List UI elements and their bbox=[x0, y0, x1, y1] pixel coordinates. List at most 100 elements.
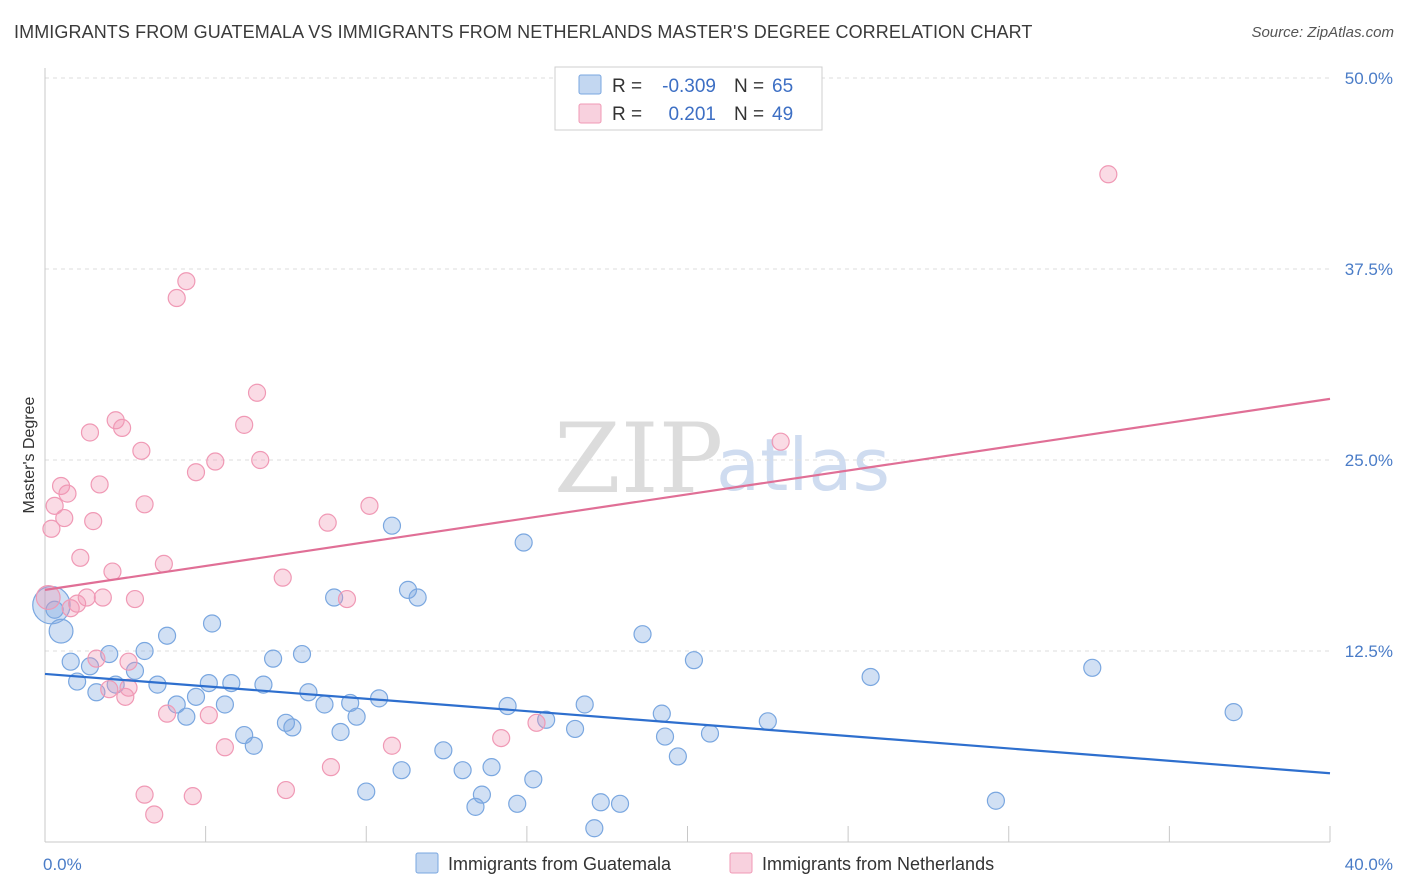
netherlands-point bbox=[35, 585, 61, 611]
netherlands-point bbox=[42, 519, 61, 538]
netherlands-point bbox=[167, 288, 186, 308]
guatemala-point bbox=[392, 761, 411, 780]
netherlands-point bbox=[199, 706, 218, 725]
guatemala-point bbox=[655, 727, 675, 746]
guatemala-point bbox=[347, 707, 366, 726]
legend-n-label-netherlands: N = bbox=[734, 104, 764, 125]
guatemala-point bbox=[668, 747, 687, 766]
y-tick-label: 37.5% bbox=[1345, 260, 1393, 279]
guatemala-point bbox=[61, 652, 80, 671]
netherlands-point bbox=[206, 452, 225, 471]
netherlands-point bbox=[360, 496, 379, 515]
netherlands-point bbox=[154, 554, 173, 574]
guatemala-point bbox=[167, 695, 186, 714]
guatemala-point bbox=[453, 761, 472, 780]
netherlands-point bbox=[177, 272, 196, 291]
guatemala-point bbox=[299, 683, 318, 702]
guatemala-point bbox=[80, 657, 100, 676]
guatemala-point bbox=[482, 758, 501, 777]
legend-box bbox=[554, 66, 823, 131]
guatemala-point bbox=[633, 625, 652, 644]
y-tick-label: 50.0% bbox=[1345, 69, 1393, 88]
legend-r-value-guatemala: -0.309 bbox=[662, 76, 716, 97]
series-label-guatemala: Immigrants from Guatemala bbox=[448, 854, 672, 874]
series-label-netherlands: Immigrants from Netherlands bbox=[762, 854, 994, 874]
guatemala-point bbox=[1224, 703, 1243, 722]
x-axis-ticks bbox=[44, 826, 1331, 842]
guatemala-point bbox=[215, 695, 234, 714]
guatemala-trend-line bbox=[44, 672, 1331, 775]
guatemala-point bbox=[315, 695, 334, 714]
gridlines bbox=[45, 77, 1330, 652]
netherlands-point bbox=[45, 496, 64, 515]
guatemala-point bbox=[684, 651, 704, 670]
guatemala-point bbox=[398, 580, 418, 599]
guatemala-point bbox=[382, 516, 402, 535]
legend-swatch-guatemala bbox=[578, 74, 602, 95]
netherlands-point bbox=[55, 508, 74, 528]
legend-n-label-guatemala: N = bbox=[734, 76, 764, 97]
netherlands-point bbox=[527, 713, 546, 732]
netherlands-point bbox=[112, 418, 132, 438]
netherlands-point bbox=[100, 680, 119, 699]
guatemala-point bbox=[202, 614, 222, 633]
x-tick-label-max: 40.0% bbox=[1345, 855, 1393, 874]
guatemala-point bbox=[434, 741, 453, 760]
guatemala-point bbox=[263, 649, 283, 668]
y-tick-label: 12.5% bbox=[1345, 642, 1393, 661]
legend-r-label-netherlands: R = bbox=[612, 104, 642, 125]
legend-n-value-netherlands: 49 bbox=[772, 104, 793, 125]
watermark-atlas: atlas bbox=[716, 423, 890, 507]
netherlands-point bbox=[135, 785, 154, 804]
guatemala-point bbox=[861, 667, 880, 687]
guatemala-point bbox=[48, 618, 74, 644]
netherlands-point bbox=[119, 678, 138, 697]
netherlands-point bbox=[215, 738, 234, 757]
guatemala-point bbox=[408, 588, 427, 607]
netherlands-point bbox=[145, 805, 164, 824]
guatemala-point bbox=[575, 695, 594, 714]
netherlands-point bbox=[337, 589, 357, 609]
netherlands-point bbox=[247, 383, 267, 402]
netherlands-point bbox=[276, 780, 296, 800]
netherlands-point bbox=[135, 495, 154, 514]
guatemala-point bbox=[508, 794, 527, 813]
netherlands-point bbox=[321, 758, 341, 777]
netherlands-point bbox=[382, 736, 402, 755]
guatemala-point bbox=[524, 770, 543, 789]
guatemala-point bbox=[514, 533, 533, 552]
netherlands-point bbox=[80, 423, 100, 442]
netherlands-point bbox=[90, 475, 109, 494]
series-legend: Immigrants from Guatemala Immigrants fro… bbox=[415, 852, 994, 874]
trend-lines bbox=[44, 397, 1331, 775]
netherlands-point bbox=[492, 728, 511, 748]
guatemala-points bbox=[32, 516, 1243, 838]
guatemala-point bbox=[292, 644, 312, 664]
correlation-legend: R = -0.309 N = 65 R = 0.201 N = 49 bbox=[554, 66, 823, 131]
legend-swatch-netherlands bbox=[578, 103, 602, 124]
netherlands-point bbox=[77, 588, 96, 607]
netherlands-point bbox=[87, 649, 106, 668]
guatemala-point bbox=[283, 718, 302, 737]
netherlands-point bbox=[251, 450, 270, 470]
guatemala-point bbox=[148, 675, 167, 694]
chart-title: IMMIGRANTS FROM GUATEMALA VS IMMIGRANTS … bbox=[14, 22, 1033, 42]
netherlands-point bbox=[51, 476, 71, 496]
guatemala-point bbox=[986, 791, 1006, 810]
guatemala-point bbox=[186, 687, 206, 706]
netherlands-trend-line bbox=[44, 397, 1331, 591]
netherlands-point bbox=[273, 568, 292, 587]
netherlands-point bbox=[84, 512, 103, 531]
netherlands-point bbox=[119, 652, 138, 671]
guatemala-point bbox=[498, 696, 517, 716]
series-swatch-netherlands bbox=[729, 852, 753, 874]
guatemala-point bbox=[652, 704, 671, 723]
y-tick-label: 25.0% bbox=[1345, 451, 1393, 470]
netherlands-point bbox=[318, 513, 337, 532]
netherlands-point bbox=[71, 548, 90, 567]
y-axis-label: Master's Degree bbox=[21, 396, 38, 513]
watermark-zip: ZIP bbox=[554, 403, 723, 515]
netherlands-points bbox=[35, 165, 1118, 824]
guatemala-point bbox=[585, 819, 604, 838]
